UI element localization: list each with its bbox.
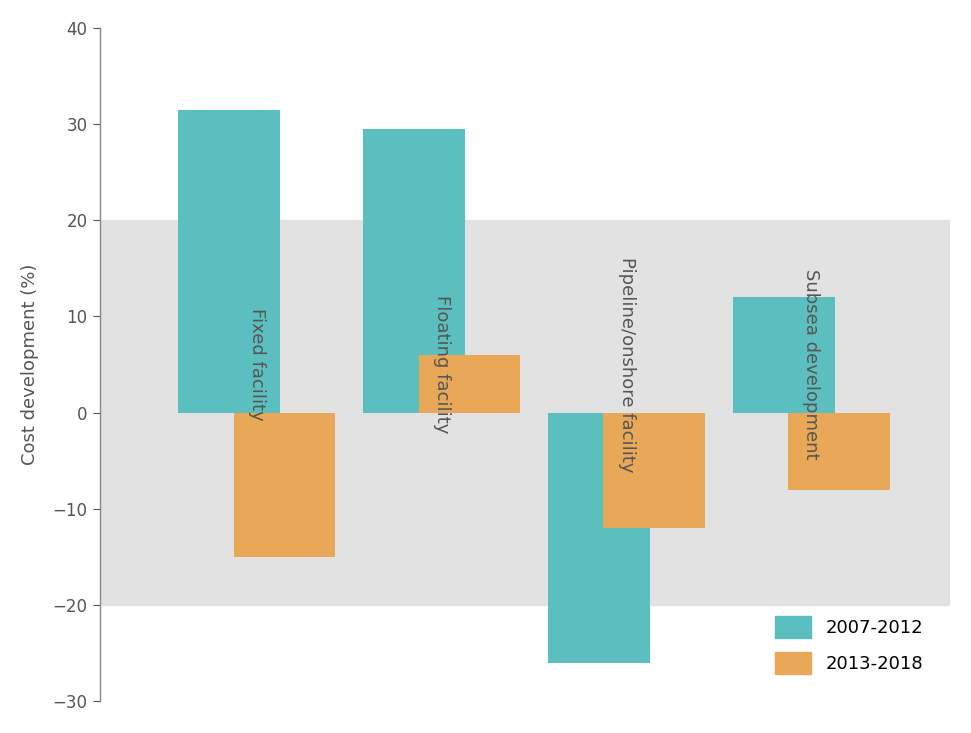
Text: Fixed facility: Fixed facility: [248, 308, 266, 421]
Text: Pipeline/onshore facility: Pipeline/onshore facility: [618, 257, 636, 472]
Bar: [363, 129, 465, 413]
Text: Floating facility: Floating facility: [433, 295, 451, 434]
Bar: [733, 297, 835, 413]
Legend: 2007-2012, 2013-2018: 2007-2012, 2013-2018: [756, 597, 941, 692]
Bar: [234, 413, 335, 557]
Bar: [603, 413, 705, 528]
Bar: [178, 110, 280, 413]
Bar: [100, 220, 951, 605]
Bar: [548, 413, 650, 663]
Bar: [419, 355, 520, 413]
Text: Subsea development: Subsea development: [802, 269, 820, 460]
Y-axis label: Cost development (%): Cost development (%): [20, 264, 39, 465]
Bar: [788, 413, 890, 490]
